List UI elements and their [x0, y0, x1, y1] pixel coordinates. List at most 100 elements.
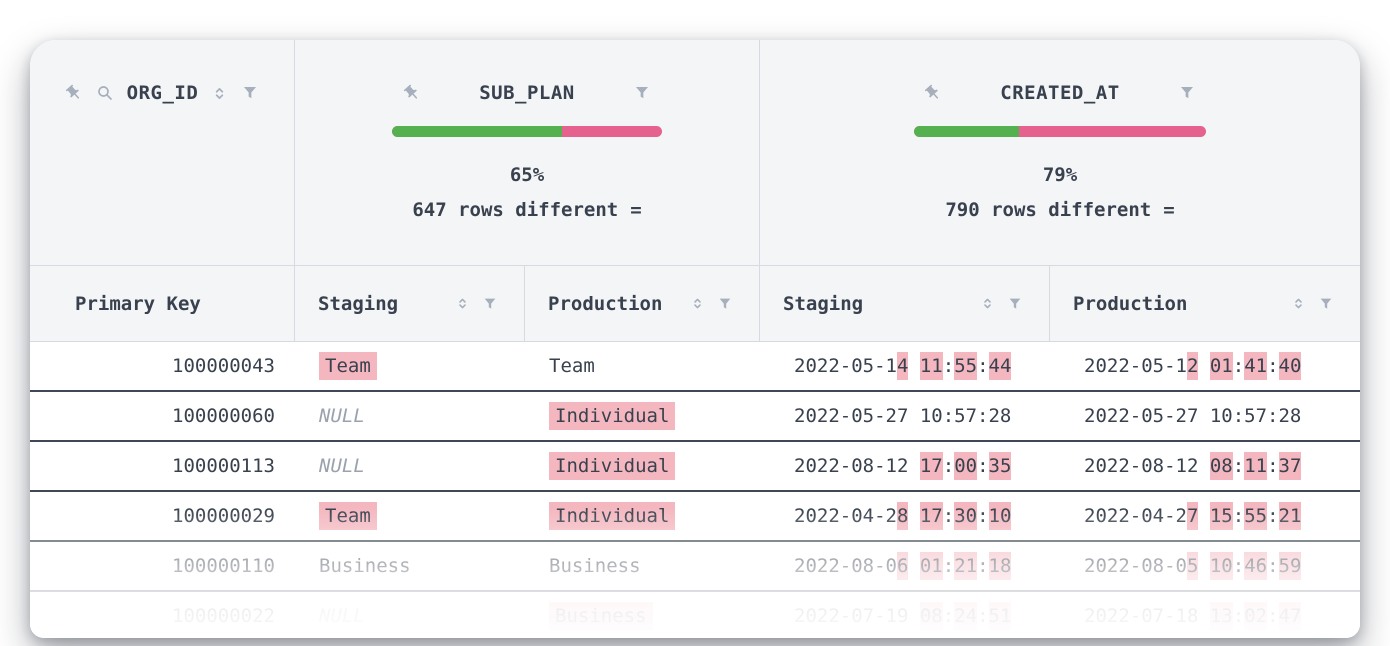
diff-highlight: 18 [988, 552, 1012, 580]
staging-created-at-cell: 2022-08-0 6 01:21:18 [760, 552, 1050, 580]
staging-created-at-cell: 2022-08-12 17:00:35 [760, 452, 1050, 480]
sort-icon[interactable] [211, 85, 228, 102]
filter-icon[interactable] [717, 296, 733, 312]
cell-value: Business [549, 555, 641, 577]
sort-icon[interactable] [455, 296, 470, 311]
cell-value: : [977, 505, 989, 527]
diff-highlight: Team [319, 352, 377, 380]
primary-key-cell: 100000022 [30, 605, 295, 627]
sub-plan-staging-header: Staging [295, 266, 525, 341]
diff-highlight: 7 [1186, 502, 1199, 530]
cell-value: : [977, 455, 989, 477]
column-group-sub-plan: SUB_PLAN 65% 647 rows different = [295, 40, 760, 265]
production-label: Production [548, 292, 663, 315]
cell-value: 2022-07-18 [1084, 605, 1210, 627]
cell-value: Business [319, 555, 411, 577]
cell-value: : [942, 555, 955, 577]
diff-highlight: 46 [1244, 552, 1268, 580]
diff-highlight: 11 [1244, 452, 1268, 480]
staging-sub-plan-cell: Team [295, 352, 525, 380]
production-created-at-cell: 2022-05-1 2 01:41:40 [1050, 352, 1360, 380]
primary-key-value: 100000060 [172, 405, 275, 427]
primary-key-cell: 100000043 [30, 355, 295, 377]
diff-highlight: 21 [954, 552, 978, 580]
diff-highlight: 55 [954, 352, 978, 380]
pin-icon[interactable] [924, 84, 942, 102]
cell-value [1198, 555, 1209, 577]
column-title-created-at: CREATED_AT [1000, 82, 1120, 104]
sort-icon[interactable] [1291, 296, 1306, 311]
cell-value [908, 355, 919, 377]
cell-value: : [942, 455, 955, 477]
production-sub-plan-cell: Individual [525, 402, 760, 430]
cell-value: : [977, 355, 989, 377]
staging-created-at-cell: 2022-05-27 10:57:28 [760, 405, 1050, 427]
diff-highlight: Team [319, 502, 377, 530]
production-sub-plan-cell: Business [525, 555, 760, 577]
cell-value: NULL [319, 405, 365, 427]
diff-highlight: 17 [919, 502, 943, 530]
pin-icon[interactable] [403, 84, 421, 102]
equals-icon[interactable]: = [1163, 199, 1175, 221]
match-bar [392, 126, 662, 137]
created-at-production-header: Production [1050, 266, 1360, 341]
match-bar [914, 126, 1206, 137]
staging-sub-plan-cell: Business [295, 555, 525, 577]
primary-key-cell: 100000029 [30, 505, 295, 527]
diff-highlight: 01 [1209, 352, 1233, 380]
production-sub-plan-cell: Team [525, 355, 760, 377]
primary-key-label: Primary Key [75, 292, 201, 315]
table-row[interactable]: 100000060 NULL Individual 2022-05-27 10:57:… [30, 392, 1360, 442]
pin-icon[interactable] [65, 84, 83, 102]
primary-key-cell: 100000060 [30, 405, 295, 427]
sort-icon[interactable] [980, 296, 995, 311]
diff-highlight: 40 [1278, 352, 1302, 380]
production-created-at-cell: 2022-05-27 10:57:28 [1050, 405, 1360, 427]
diff-highlight: Individual [549, 452, 676, 480]
search-icon[interactable] [96, 84, 114, 102]
table-row[interactable]: 100000043 Team Team 2022-05-1 4 11:55:44 2022… [30, 342, 1360, 392]
created-at-staging-header: Staging [760, 266, 1050, 341]
diff-highlight: 11 [919, 352, 943, 380]
diff-highlight: 30 [954, 502, 978, 530]
cell-value: 2022-04-2 [1084, 505, 1187, 527]
filter-icon[interactable] [1318, 296, 1334, 312]
diff-highlight: 21 [1278, 502, 1302, 530]
filter-icon[interactable] [1178, 84, 1196, 102]
table-row[interactable]: 100000110 Business Business 2022-08-0 6 01:2… [30, 542, 1360, 592]
filter-icon[interactable] [633, 84, 651, 102]
cell-value: : [1232, 555, 1245, 577]
column-title-sub-plan: SUB_PLAN [479, 82, 575, 104]
diff-highlight: 44 [988, 352, 1012, 380]
match-percent: 65% [509, 164, 545, 186]
header-icons [690, 296, 733, 312]
org-id-title-row: ORG_ID [65, 82, 260, 104]
cell-value: : [942, 355, 955, 377]
table-row[interactable]: 100000113 NULL Individual 2022-08-12 17:00:… [30, 442, 1360, 492]
filter-icon[interactable] [482, 296, 498, 312]
table-row[interactable]: 100000029 Team Individual 2022-04-2 8 17:30:… [30, 492, 1360, 542]
table-body: 100000043 Team Team 2022-05-1 4 11:55:44 2022… [30, 342, 1360, 638]
filter-icon[interactable] [1007, 296, 1023, 312]
staging-created-at-cell: 2022-04-2 8 17:30:10 [760, 502, 1050, 530]
cell-value: : [1267, 455, 1279, 477]
staging-created-at-cell: 2022-07-19 08:24:51 [760, 602, 1050, 630]
equals-icon[interactable]: = [630, 199, 642, 221]
cell-value: : [1267, 505, 1279, 527]
diff-highlight: Individual [549, 502, 676, 530]
match-bar-green [914, 126, 1020, 137]
filter-icon[interactable] [241, 84, 259, 102]
diff-highlight: 00 [954, 452, 978, 480]
cell-value: : [1232, 355, 1245, 377]
created-at-title-row: CREATED_AT [924, 82, 1195, 104]
primary-key-cell: 100000110 [30, 555, 295, 577]
diff-highlight: Individual [549, 402, 676, 430]
diff-highlight: 01 [919, 552, 943, 580]
cell-value [908, 555, 919, 577]
table-row[interactable]: 100000022 NULL Business 2022-07-19 08:24:51… [30, 592, 1360, 638]
production-created-at-cell: 2022-08-0 5 10:46:59 [1050, 552, 1360, 580]
rows-different: 647 rows different = [412, 199, 641, 221]
cell-value: 2022-05-27 10:57:28 [1084, 405, 1302, 427]
rows-different-label: 790 rows different [945, 199, 1152, 221]
sort-icon[interactable] [690, 296, 705, 311]
